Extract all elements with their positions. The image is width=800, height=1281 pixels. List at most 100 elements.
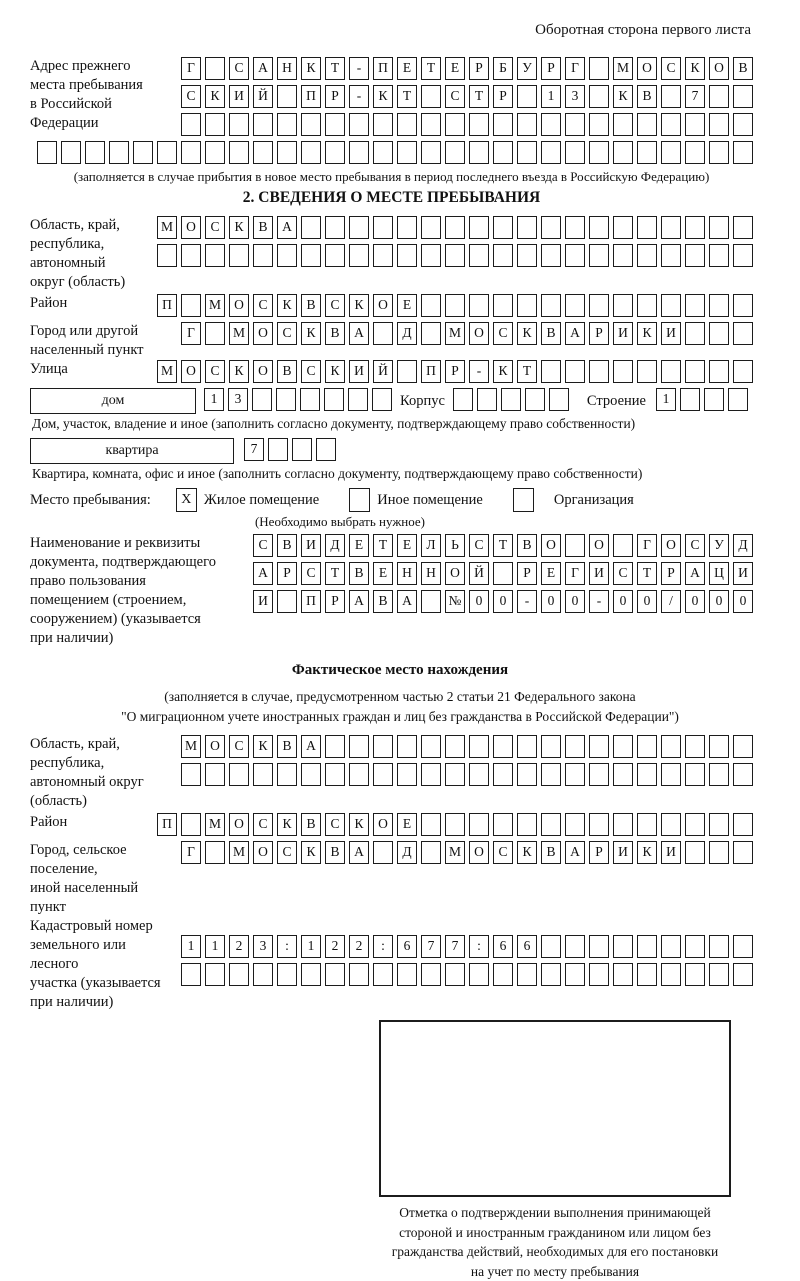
char-cell[interactable] bbox=[517, 763, 537, 786]
char-cell[interactable] bbox=[637, 244, 657, 267]
char-cell[interactable]: - bbox=[517, 590, 537, 613]
char-cell[interactable] bbox=[421, 763, 441, 786]
char-cell[interactable]: В bbox=[733, 57, 753, 80]
char-cell[interactable] bbox=[469, 735, 489, 758]
char-cell[interactable] bbox=[637, 935, 657, 958]
char-cell[interactable] bbox=[589, 360, 609, 383]
char-cell[interactable] bbox=[229, 113, 249, 136]
char-cell[interactable] bbox=[541, 813, 561, 836]
char-cell[interactable] bbox=[565, 963, 585, 986]
char-cell[interactable] bbox=[421, 841, 441, 864]
char-cell[interactable] bbox=[253, 141, 273, 164]
char-cell[interactable] bbox=[517, 141, 537, 164]
char-cell[interactable] bbox=[661, 963, 681, 986]
char-cell[interactable]: И bbox=[733, 562, 753, 585]
char-cell[interactable]: Ь bbox=[445, 534, 465, 557]
char-cell[interactable] bbox=[541, 963, 561, 986]
char-cell[interactable] bbox=[500, 388, 521, 411]
char-cell[interactable]: Г bbox=[181, 841, 201, 864]
char-cell[interactable]: Е bbox=[397, 57, 417, 80]
char-cell[interactable] bbox=[205, 244, 225, 267]
char-cell[interactable] bbox=[373, 763, 393, 786]
char-cell[interactable]: И bbox=[301, 534, 321, 557]
char-cell[interactable] bbox=[372, 388, 392, 411]
char-cell[interactable]: В bbox=[277, 360, 297, 383]
char-cell[interactable] bbox=[205, 113, 225, 136]
char-cell[interactable] bbox=[541, 244, 561, 267]
char-cell[interactable] bbox=[733, 113, 753, 136]
char-cell[interactable]: М bbox=[157, 360, 177, 383]
char-cell[interactable] bbox=[469, 244, 489, 267]
char-cell[interactable]: С bbox=[229, 735, 249, 758]
char-cell[interactable] bbox=[277, 141, 297, 164]
char-cell[interactable]: А bbox=[349, 841, 369, 864]
char-cell[interactable] bbox=[565, 141, 585, 164]
char-cell[interactable]: И bbox=[589, 562, 609, 585]
char-cell[interactable] bbox=[229, 244, 249, 267]
char-cell[interactable]: Р bbox=[469, 57, 489, 80]
char-cell[interactable] bbox=[589, 85, 609, 108]
char-cell[interactable] bbox=[445, 963, 465, 986]
char-cell[interactable] bbox=[685, 841, 705, 864]
char-cell[interactable] bbox=[613, 360, 633, 383]
char-cell[interactable]: 1 bbox=[181, 935, 201, 958]
char-cell[interactable]: 2 bbox=[349, 935, 369, 958]
char-cell[interactable] bbox=[565, 813, 585, 836]
char-cell[interactable] bbox=[493, 244, 513, 267]
char-cell[interactable] bbox=[541, 216, 561, 239]
char-cell[interactable]: С bbox=[325, 294, 345, 317]
char-cell[interactable] bbox=[709, 322, 729, 345]
char-cell[interactable] bbox=[373, 244, 393, 267]
char-cell[interactable] bbox=[421, 85, 441, 108]
char-cell[interactable] bbox=[349, 113, 369, 136]
char-cell[interactable] bbox=[565, 113, 585, 136]
char-cell[interactable]: К bbox=[685, 57, 705, 80]
char-cell[interactable]: : bbox=[277, 935, 297, 958]
char-cell[interactable] bbox=[205, 763, 225, 786]
char-cell[interactable]: - bbox=[589, 590, 609, 613]
char-cell[interactable] bbox=[397, 113, 417, 136]
char-cell[interactable] bbox=[613, 813, 633, 836]
char-cell[interactable] bbox=[517, 735, 537, 758]
char-cell[interactable] bbox=[733, 85, 753, 108]
char-cell[interactable] bbox=[301, 113, 321, 136]
char-cell[interactable]: Е bbox=[349, 534, 369, 557]
char-cell[interactable] bbox=[733, 360, 753, 383]
char-cell[interactable]: Г bbox=[181, 57, 201, 80]
char-cell[interactable] bbox=[277, 85, 297, 108]
char-cell[interactable] bbox=[661, 813, 681, 836]
char-cell[interactable] bbox=[637, 735, 657, 758]
char-cell[interactable] bbox=[565, 244, 585, 267]
char-cell[interactable]: - bbox=[349, 57, 369, 80]
char-cell[interactable]: А bbox=[301, 735, 321, 758]
char-cell[interactable]: 0 bbox=[469, 590, 489, 613]
char-cell[interactable] bbox=[229, 963, 249, 986]
char-cell[interactable]: К bbox=[517, 841, 537, 864]
char-cell[interactable]: Й bbox=[373, 360, 393, 383]
char-cell[interactable]: К bbox=[517, 322, 537, 345]
char-cell[interactable]: Г bbox=[565, 57, 585, 80]
char-cell[interactable] bbox=[397, 244, 417, 267]
char-cell[interactable]: 1 bbox=[301, 935, 321, 958]
char-cell[interactable] bbox=[733, 813, 753, 836]
char-cell[interactable] bbox=[661, 763, 681, 786]
char-cell[interactable] bbox=[445, 735, 465, 758]
char-cell[interactable] bbox=[301, 763, 321, 786]
char-cell[interactable] bbox=[397, 735, 417, 758]
char-cell[interactable] bbox=[613, 735, 633, 758]
char-cell[interactable]: О bbox=[373, 813, 393, 836]
char-cell[interactable]: 3 bbox=[565, 85, 585, 108]
char-cell[interactable] bbox=[493, 562, 513, 585]
char-cell[interactable] bbox=[733, 735, 753, 758]
char-cell[interactable]: О bbox=[205, 735, 225, 758]
char-cell[interactable] bbox=[301, 244, 321, 267]
char-cell[interactable]: : bbox=[373, 935, 393, 958]
char-cell[interactable] bbox=[613, 534, 633, 557]
char-cell[interactable] bbox=[316, 438, 336, 461]
char-cell[interactable] bbox=[181, 813, 201, 836]
char-cell[interactable] bbox=[349, 735, 369, 758]
char-cell[interactable]: Е bbox=[397, 294, 417, 317]
char-cell[interactable] bbox=[421, 963, 441, 986]
char-cell[interactable] bbox=[589, 113, 609, 136]
char-cell[interactable]: Ц bbox=[709, 562, 729, 585]
